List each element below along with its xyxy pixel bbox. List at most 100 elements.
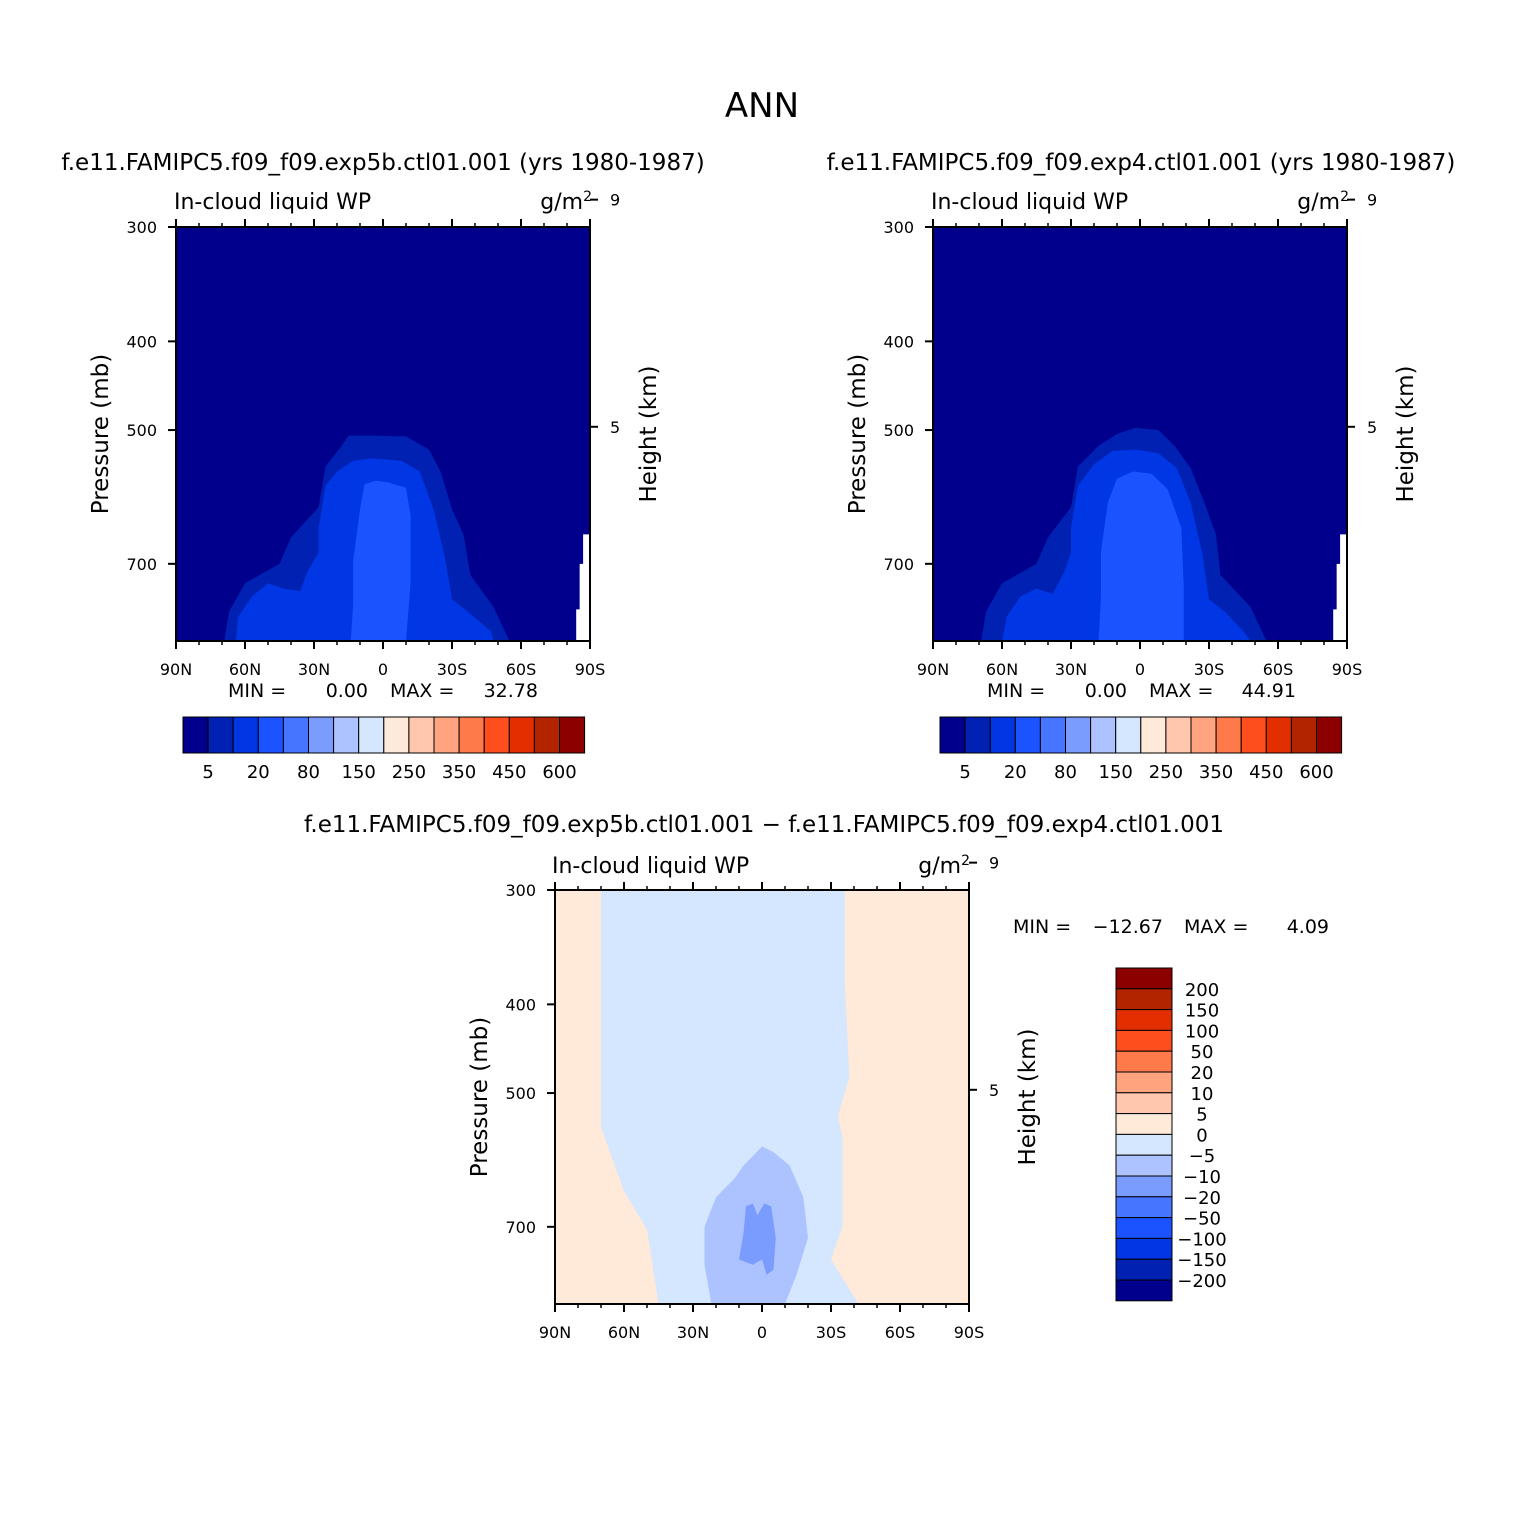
colorbar-box (1165, 716, 1192, 754)
colorbar-label: 250 (1149, 762, 1183, 783)
min-value: 0.00 (1085, 680, 1127, 702)
panel-title: f.e11.FAMIPC5.f09_f09.exp4.ctl01.001 (yr… (827, 150, 1456, 176)
lat-tick-label: 60S (885, 1323, 916, 1342)
colorbar-label: 5 (959, 762, 970, 783)
height-tick-label: 5 (1367, 418, 1377, 437)
colorbar-box (1240, 716, 1267, 754)
colorbar-label: 80 (297, 762, 320, 783)
colorbar-label: 50 (1191, 1042, 1214, 1063)
colorbar-box (989, 716, 1016, 754)
colorbar-box (1115, 1175, 1173, 1198)
colorbar-box (1115, 1071, 1173, 1094)
lat-tick-label: 90N (539, 1323, 571, 1342)
colorbar-box (207, 716, 234, 754)
colorbar-box (1316, 716, 1343, 754)
contour-level-15 (1098, 471, 1184, 641)
contour-level-15 (350, 480, 411, 641)
units-label: g/m2 (540, 189, 592, 215)
colorbar-box (508, 716, 535, 754)
lat-tick-label: 30S (816, 1323, 847, 1342)
y-axis-label: Pressure (mb) (467, 1017, 493, 1177)
min-label: MIN = (987, 680, 1045, 702)
lat-tick-label: 0 (1135, 660, 1145, 679)
height-tick-label: 5 (610, 418, 620, 437)
colorbar-label: 5 (202, 762, 213, 783)
colorbar-label: 600 (542, 762, 576, 783)
height-tick-label: 9 (989, 854, 999, 873)
missing-data-region (576, 534, 590, 641)
colorbar-box (1115, 1092, 1173, 1115)
colorbar-label: −20 (1183, 1188, 1221, 1209)
colorbar-box (1265, 716, 1292, 754)
colorbar-label: 150 (1099, 762, 1133, 783)
colorbar-label: −100 (1177, 1229, 1226, 1250)
colorbar-label: 150 (1185, 1001, 1219, 1022)
colorbar-box (1115, 1009, 1173, 1031)
lat-tick-label: 30S (437, 660, 468, 679)
lat-tick-label: 0 (378, 660, 388, 679)
panel-title: f.e11.FAMIPC5.f09_f09.exp5b.ctl01.001 (y… (61, 150, 704, 176)
max-value: 32.78 (484, 680, 538, 702)
colorbar-box (483, 716, 510, 754)
colorbar-box (1065, 716, 1092, 754)
lat-tick-label: 90N (160, 660, 192, 679)
panel-exp5b: f.e11.FAMIPC5.f09_f09.exp5b.ctl01.001 (y… (61, 150, 704, 783)
lat-tick-label: 30N (677, 1323, 709, 1342)
colorbar-label: −10 (1183, 1167, 1221, 1188)
colorbar-box (1115, 1237, 1173, 1260)
colorbar-box (1290, 716, 1318, 754)
colorbar-label: −150 (1177, 1250, 1226, 1271)
lat-tick-label: 60S (1263, 660, 1294, 679)
variable-label: In-cloud liquid WP (552, 854, 749, 879)
pressure-tick-label: 500 (883, 421, 914, 440)
pressure-tick-label: 400 (505, 995, 536, 1014)
colorbar-label: 10 (1191, 1084, 1214, 1105)
colorbar-box (1140, 716, 1167, 754)
y-axis-label: Pressure (mb) (845, 354, 871, 514)
contour-plot: 90N 60N 30N 0 30S 60S 90S 300 400 500 700 9 5 Pressur… (467, 854, 1041, 1342)
min-value: 0.00 (326, 680, 368, 702)
colorbar-box (333, 716, 360, 754)
colorbar-label: 350 (442, 762, 476, 783)
colorbar-label: 100 (1185, 1021, 1219, 1042)
lat-tick-label: 90S (954, 1323, 985, 1342)
colorbar-box (1115, 1258, 1173, 1281)
colorbar-box (1215, 716, 1242, 754)
min-label: MIN = (1013, 916, 1071, 938)
max-label: MAX = (390, 680, 454, 702)
colorbar-box (1115, 1113, 1173, 1135)
lat-tick-label: 60S (506, 660, 537, 679)
y-axis-label: Pressure (mb) (88, 354, 114, 514)
colorbar-box (1115, 988, 1173, 1011)
missing-data-region (1333, 534, 1347, 641)
pressure-tick-label: 700 (883, 555, 914, 574)
colorbar-box (964, 716, 991, 754)
colorbar-box (1115, 1133, 1173, 1156)
colorbar-box (1115, 1029, 1173, 1052)
pressure-tick-label: 400 (883, 332, 914, 351)
colorbar-box (1115, 1217, 1173, 1239)
main-title: ANN (725, 86, 799, 126)
colorbar-box (533, 716, 561, 754)
colorbar-box (1115, 1279, 1173, 1302)
colorbar-box (408, 716, 435, 754)
colorbar-box (257, 716, 284, 754)
colorbar: 5 20 80 150 250 350 450 600 (939, 716, 1343, 783)
units-label: g/m2 (918, 853, 970, 879)
lat-tick-label: 60N (229, 660, 261, 679)
lat-tick-label: 30N (298, 660, 330, 679)
colorbar-box (182, 716, 209, 754)
contour-plot: 90N 60N 30N 0 30S 60S 90S 300 400 500 700 9 5 Pressur… (845, 191, 1419, 679)
pressure-tick-label: 500 (505, 1084, 536, 1103)
pressure-tick-label: 300 (883, 218, 914, 237)
colorbar-box (458, 716, 485, 754)
lat-tick-label: 0 (757, 1323, 767, 1342)
pressure-tick-label: 700 (505, 1218, 536, 1237)
colorbar-label: 0 (1196, 1125, 1207, 1146)
colorbar-label: 350 (1199, 762, 1233, 783)
panel-difference: f.e11.FAMIPC5.f09_f09.exp5b.ctl01.001 − … (304, 812, 1329, 1342)
colorbar-box (232, 716, 259, 754)
colorbar: 5 20 80 150 250 350 450 600 (182, 716, 586, 783)
min-value: −12.67 (1093, 916, 1163, 938)
